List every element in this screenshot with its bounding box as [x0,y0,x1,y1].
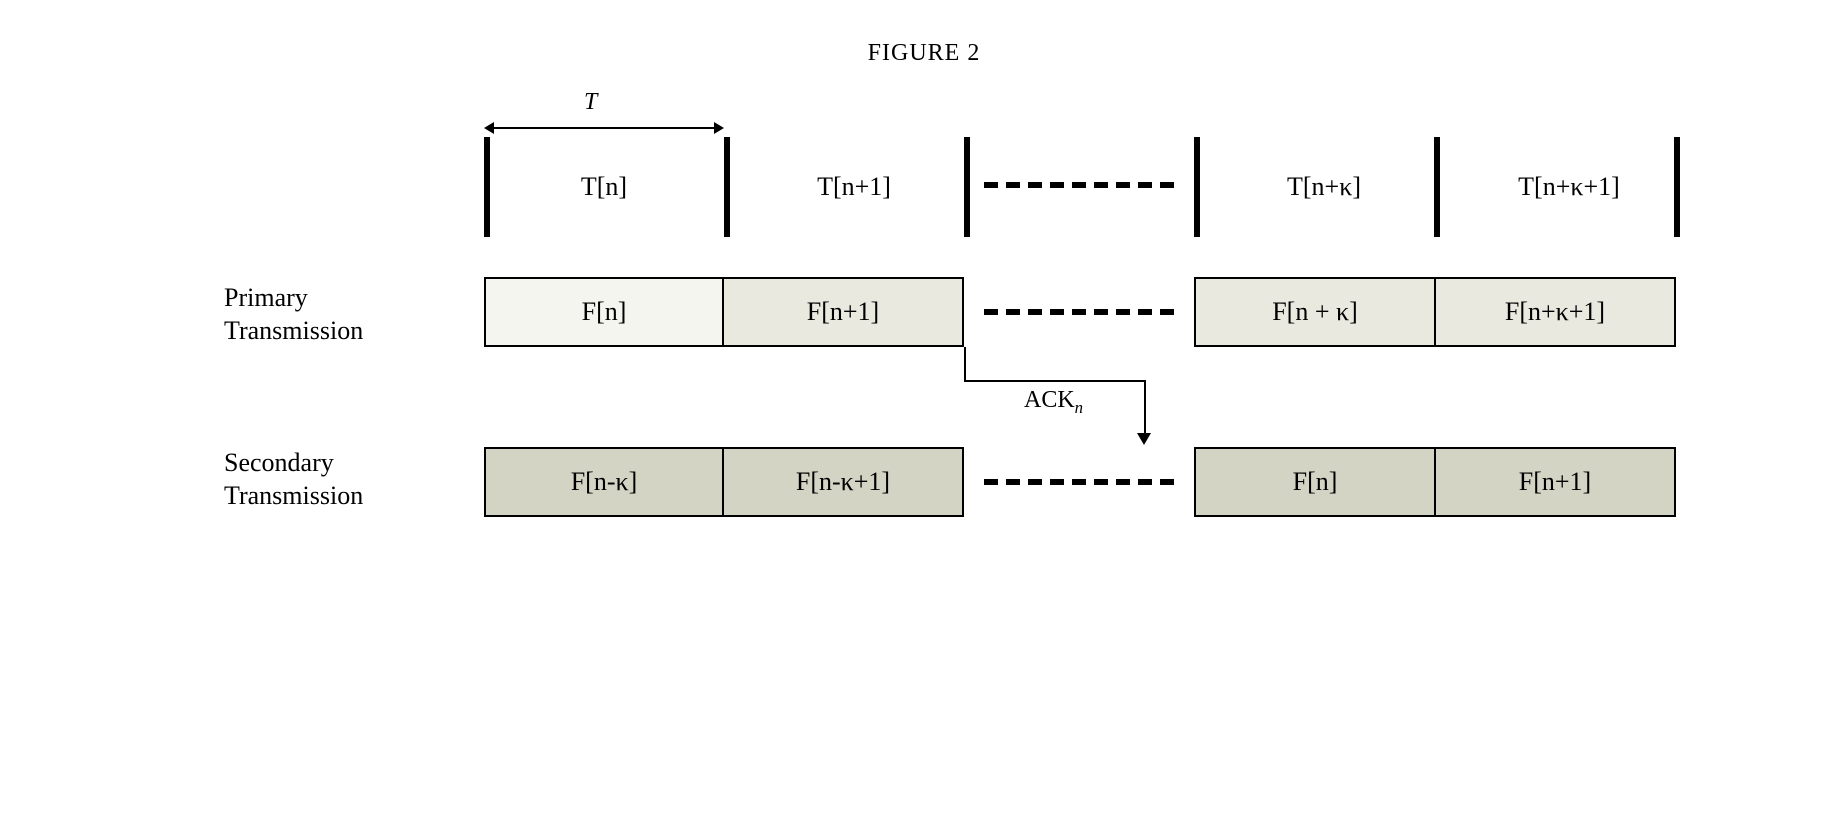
axis-tick [724,137,730,237]
ack-line [1144,380,1146,435]
axis-tick [1674,137,1680,237]
primary-cell: F[n + κ] [1194,277,1436,347]
t-span-label: T [584,89,597,116]
primary-cell: F[n+κ+1] [1434,277,1676,347]
secondary-row-label: Secondary Transmission [224,447,363,512]
time-slot-label: T[n] [544,172,664,202]
axis-tick [1434,137,1440,237]
secondary-cell: F[n-κ+1] [722,447,964,517]
time-slot-label: T[n+κ+1] [1474,172,1664,202]
time-slot-label: T[n+κ] [1244,172,1404,202]
ellipsis-dashes [984,479,1174,485]
axis-tick [964,137,970,237]
t-span-arrow [494,127,714,129]
time-axis: T T[n] T[n+1] T[n+κ] T[n+κ+1] [484,117,1584,237]
secondary-row: F[n-κ] F[n-κ+1] F[n] F[n+1] [484,447,1584,517]
figure-title: FIGURE 2 [40,40,1808,67]
secondary-cell: F[n-κ] [484,447,724,517]
ack-line [964,347,966,382]
secondary-cell: F[n] [1194,447,1436,517]
primary-row-label-text: Primary Transmission [224,283,363,345]
ellipsis-dashes [984,309,1174,315]
time-slot-label: T[n+1] [774,172,934,202]
secondary-row-label-text: Secondary Transmission [224,448,363,510]
ack-arrowhead-icon [1137,433,1151,445]
primary-cell: F[n+1] [722,277,964,347]
axis-tick [1194,137,1200,237]
primary-cell: F[n] [484,277,724,347]
ellipsis-dashes [984,182,1174,188]
primary-row: F[n] F[n+1] F[n + κ] F[n+κ+1] [484,277,1584,347]
ack-label: ACKn [1024,387,1083,418]
timing-diagram: T T[n] T[n+1] T[n+κ] T[n+κ+1] Primary Tr… [224,117,1624,617]
secondary-cell: F[n+1] [1434,447,1676,517]
ack-line [964,380,1144,382]
primary-row-label: Primary Transmission [224,282,363,347]
axis-tick [484,137,490,237]
